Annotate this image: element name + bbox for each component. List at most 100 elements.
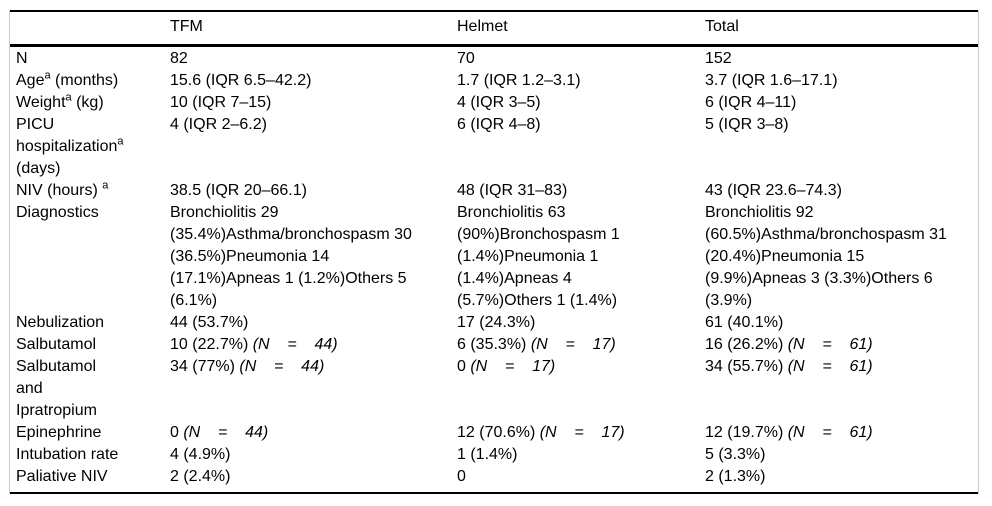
text-segment: 1.7 (IQR 1.2–3.1): [457, 72, 581, 89]
text-segment: 12 (19.7%): [705, 424, 788, 441]
data-cell: 6 (35.3%) (N = 17): [457, 334, 705, 356]
subgroup-size-note: (N = 61): [787, 358, 873, 375]
table-row: N 82 70 152: [10, 46, 978, 71]
data-cell: 1 (1.4%): [457, 444, 705, 466]
subgroup-size-note: (N = 61): [787, 424, 873, 441]
text-segment: Bronchiolitis 29 (35.4%)Asthma/bronchosp…: [170, 204, 412, 309]
text-segment: (days): [16, 160, 61, 177]
table-row: NIV (hours) a 38.5 (IQR 20–66.1) 48 (IQR 3…: [10, 180, 978, 202]
row-label: Weighta (kg): [10, 92, 170, 114]
text-segment: 152: [705, 50, 732, 67]
text-segment: Bronchiolitis 92 (60.5%)Asthma/bronchosp…: [705, 204, 947, 309]
text-segment: 10 (IQR 7–15): [170, 94, 272, 111]
text-segment: 17 (24.3%): [457, 314, 536, 331]
column-header-total: Total: [705, 11, 978, 47]
data-cell: 1.7 (IQR 1.2–3.1): [457, 70, 705, 92]
row-label: Intubation rate: [10, 444, 170, 466]
data-cell: 70: [457, 46, 705, 71]
text-segment: PICU hospitalization: [16, 116, 118, 155]
table-row: Weighta (kg) 10 (IQR 7–15) 4 (IQR 3–5) 6 (I…: [10, 92, 978, 114]
row-label: NIV (hours) a: [10, 180, 170, 202]
text-segment: 61 (40.1%): [705, 314, 784, 331]
table-row: Agea (months) 15.6 (IQR 6.5–42.2) 1.7 (IQR…: [10, 70, 978, 92]
data-cell: 5 (IQR 3–8): [705, 114, 978, 180]
text-segment: 34 (77%): [170, 358, 240, 375]
table-row: Nebulization 44 (53.7%) 17 (24.3%) 61 (40.1…: [10, 312, 978, 334]
footnote-marker-a: a: [44, 69, 51, 82]
row-label: PICU hospitalizationa (days): [10, 114, 170, 180]
column-header-tfm: TFM: [170, 11, 457, 47]
outcomes-table: TFM Helmet Total N 82 70 152 Agea (months) 15…: [9, 10, 979, 494]
row-label: Nebulization: [10, 312, 170, 334]
table-row: Salbutamol 10 (22.7%) (N = 44) 6 (35.3%) (…: [10, 334, 978, 356]
row-label: N: [10, 46, 170, 71]
data-cell: 4 (IQR 3–5): [457, 92, 705, 114]
text-segment: 38.5 (IQR 20–66.1): [170, 182, 307, 199]
text-segment: 16 (26.2%): [705, 336, 788, 353]
data-cell: 48 (IQR 31–83): [457, 180, 705, 202]
data-cell: 61 (40.1%): [705, 312, 978, 334]
text-segment: (months): [50, 72, 119, 89]
data-cell: 5 (3.3%): [705, 444, 978, 466]
text-segment: NIV (hours): [16, 182, 103, 199]
row-label: Salbutamol and Ipratropium: [10, 356, 170, 422]
text-segment: 3.7 (IQR 1.6–17.1): [705, 72, 838, 89]
data-cell: 10 (IQR 7–15): [170, 92, 457, 114]
text-segment: N: [16, 50, 28, 67]
text-segment: Weight: [16, 94, 66, 111]
table-row: Intubation rate 4 (4.9%) 1 (1.4%) 5 (3.3%): [10, 444, 978, 466]
data-cell: 2 (2.4%): [170, 466, 457, 493]
text-segment: 2 (1.3%): [705, 468, 766, 485]
text-segment: Epinephrine: [16, 424, 102, 441]
row-label: Epinephrine: [10, 422, 170, 444]
text-segment: 6 (IQR 4–11): [705, 94, 797, 111]
text-segment: Nebulization: [16, 314, 105, 331]
text-segment: 70: [457, 50, 475, 67]
text-segment: 0: [457, 468, 466, 485]
data-cell: 38.5 (IQR 20–66.1): [170, 180, 457, 202]
text-segment: 0: [170, 424, 184, 441]
text-segment: 6 (35.3%): [457, 336, 531, 353]
data-cell: 34 (55.7%) (N = 61): [705, 356, 978, 422]
row-label: Paliative NIV: [10, 466, 170, 493]
row-label: Agea (months): [10, 70, 170, 92]
data-cell: 152: [705, 46, 978, 71]
text-segment: Diagnostics: [16, 204, 99, 221]
subgroup-size-note: (N = 17): [539, 424, 625, 441]
table-header: TFM Helmet Total: [10, 11, 978, 47]
data-cell: 15.6 (IQR 6.5–42.2): [170, 70, 457, 92]
text-segment: 12 (70.6%): [457, 424, 540, 441]
row-label: Diagnostics: [10, 202, 170, 312]
text-segment: 1 (1.4%): [457, 446, 518, 463]
data-cell: 82: [170, 46, 457, 71]
header-row: TFM Helmet Total: [10, 11, 978, 47]
subgroup-size-note: (N = 17): [530, 336, 616, 353]
data-cell: 12 (70.6%) (N = 17): [457, 422, 705, 444]
data-cell: 16 (26.2%) (N = 61): [705, 334, 978, 356]
data-cell: 17 (24.3%): [457, 312, 705, 334]
data-cell: 0: [457, 466, 705, 493]
footnote-marker-a: a: [102, 179, 109, 192]
table-row: Diagnostics Bronchiolitis 29 (35.4%)Asthm…: [10, 202, 978, 312]
data-cell: Bronchiolitis 63 (90%)Bronchospasm 1 (1.…: [457, 202, 705, 312]
data-cell: 6 (IQR 4–11): [705, 92, 978, 114]
data-cell: 12 (19.7%) (N = 61): [705, 422, 978, 444]
data-cell: 4 (IQR 2–6.2): [170, 114, 457, 180]
footnote-marker-a: a: [117, 135, 124, 148]
text-segment: 10 (22.7%): [170, 336, 253, 353]
table-row: Epinephrine 0 (N = 44) 12 (70.6%) (N = 17)…: [10, 422, 978, 444]
text-segment: 34 (55.7%): [705, 358, 788, 375]
data-cell: 0 (N = 44): [170, 422, 457, 444]
text-segment: 5 (3.3%): [705, 446, 766, 463]
text-segment: (kg): [71, 94, 104, 111]
text-segment: 44 (53.7%): [170, 314, 249, 331]
data-cell: Bronchiolitis 29 (35.4%)Asthma/bronchosp…: [170, 202, 457, 312]
text-segment: 43 (IQR 23.6–74.3): [705, 182, 842, 199]
text-segment: 2 (2.4%): [170, 468, 231, 485]
column-header-empty: [10, 11, 170, 47]
table-body: N 82 70 152 Agea (months) 15.6 (IQR 6.5–42.2)…: [10, 46, 978, 494]
data-cell: 4 (4.9%): [170, 444, 457, 466]
text-segment: 4 (IQR 2–6.2): [170, 116, 267, 133]
text-segment: Intubation rate: [16, 446, 119, 463]
